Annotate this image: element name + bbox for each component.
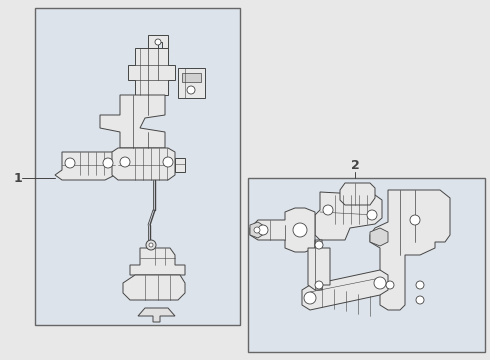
Circle shape [120,157,130,167]
Circle shape [258,225,268,235]
Circle shape [103,158,113,168]
Polygon shape [302,270,388,310]
Polygon shape [123,275,185,300]
Polygon shape [250,208,315,252]
Circle shape [386,281,394,289]
Polygon shape [130,248,185,275]
Circle shape [367,210,377,220]
Polygon shape [250,222,264,238]
Circle shape [163,157,173,167]
Circle shape [149,243,153,247]
Circle shape [416,296,424,304]
Circle shape [315,281,323,289]
Polygon shape [138,308,175,322]
Polygon shape [175,158,185,172]
Circle shape [304,292,316,304]
Circle shape [293,223,307,237]
Polygon shape [315,192,382,240]
Circle shape [374,277,386,289]
Polygon shape [370,228,388,246]
Polygon shape [55,152,115,180]
Polygon shape [308,240,330,290]
Polygon shape [148,35,168,48]
Circle shape [416,281,424,289]
Polygon shape [182,73,201,82]
Text: 1: 1 [14,171,23,185]
Polygon shape [340,183,375,205]
Polygon shape [370,190,450,310]
Polygon shape [112,148,175,180]
Bar [35,8,240,325]
Polygon shape [128,48,175,95]
Circle shape [187,86,195,94]
Circle shape [315,241,323,249]
Circle shape [146,240,156,250]
Polygon shape [100,95,165,148]
Polygon shape [178,68,205,98]
Text: 2: 2 [351,158,359,171]
Circle shape [410,215,420,225]
Circle shape [65,158,75,168]
Circle shape [323,205,333,215]
Circle shape [254,227,260,233]
Circle shape [155,39,161,45]
Bar [248,178,485,352]
